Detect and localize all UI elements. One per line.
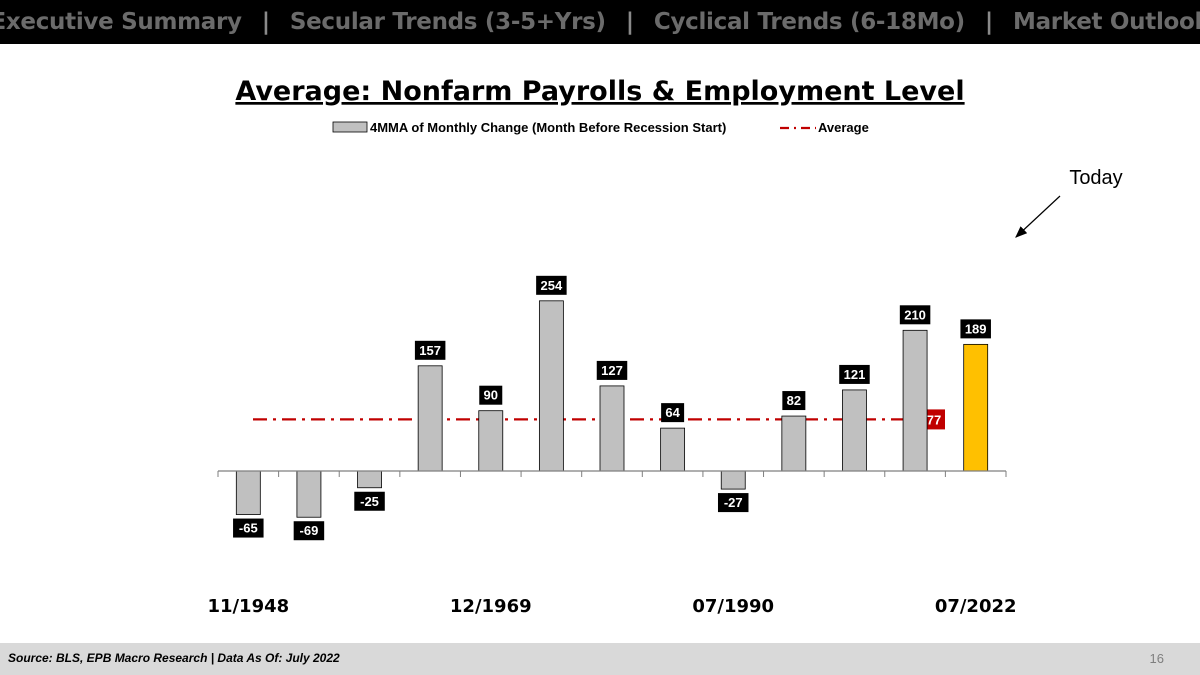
data-label: 189 xyxy=(965,321,987,336)
nav-separator: | xyxy=(625,9,634,35)
bar xyxy=(660,427,686,472)
x-tick-label: 12/1969 xyxy=(450,596,532,617)
data-label-box xyxy=(839,364,870,384)
bar-today xyxy=(963,343,989,472)
bar xyxy=(478,410,504,472)
bar xyxy=(781,415,807,472)
nav-market-outlook[interactable]: Market Outlook xyxy=(1013,9,1200,35)
data-label: 210 xyxy=(904,307,926,322)
data-label-box xyxy=(960,319,991,339)
data-label-box xyxy=(899,305,931,325)
data-label: -27 xyxy=(724,495,743,510)
nav-separator: | xyxy=(261,9,270,35)
bar xyxy=(842,389,867,472)
data-label-box xyxy=(596,360,628,380)
data-label: -65 xyxy=(239,521,258,536)
data-label-box xyxy=(536,275,567,295)
data-label-box xyxy=(354,491,385,511)
data-label-box xyxy=(717,493,749,513)
bar xyxy=(235,470,261,515)
bar xyxy=(902,329,928,472)
page-number: 16 xyxy=(1149,651,1164,666)
x-tick-label: 11/1948 xyxy=(207,596,289,617)
average-value-label: 77 xyxy=(927,412,941,427)
today-arrow xyxy=(1015,195,1061,238)
x-axis: 11/1948 12/1969 07/1990 07/2022 xyxy=(207,470,1017,617)
average-line-group: 77 xyxy=(253,409,945,430)
data-label-box xyxy=(233,518,264,538)
data-label-box xyxy=(661,403,685,423)
average-value-box xyxy=(923,409,945,430)
data-label: 90 xyxy=(484,388,498,403)
footer-bar: Source: BLS, EPB Macro Research | Data A… xyxy=(0,643,1200,675)
bar xyxy=(417,365,443,472)
bar xyxy=(296,470,322,518)
legend-label-average: Average xyxy=(818,120,869,135)
data-label: 64 xyxy=(665,405,680,420)
chart-legend: 4MMA of Monthly Change (Month Before Rec… xyxy=(332,120,869,135)
data-label: 254 xyxy=(541,278,563,293)
data-label-box xyxy=(414,340,446,360)
data-labels-group: -65 -69 -25 157 90 254 127 64 -27 82 121 210 189 xyxy=(233,275,991,541)
data-label: -25 xyxy=(360,494,379,509)
legend-bar-swatch xyxy=(332,121,368,133)
today-annotation: Today xyxy=(1015,167,1123,238)
data-label: 127 xyxy=(601,363,623,378)
nav-separator: | xyxy=(984,9,993,35)
nav-secular-trends[interactable]: Secular Trends (3-5+Yrs) xyxy=(289,9,606,35)
data-label: 82 xyxy=(787,393,801,408)
data-label-box xyxy=(293,521,325,541)
data-label: 157 xyxy=(419,343,441,358)
x-tick-label: 07/2022 xyxy=(935,596,1017,617)
today-label: Today xyxy=(1069,167,1122,189)
payrolls-bar-chart: Average: Nonfarm Payrolls & Employment L… xyxy=(207,76,1123,617)
bar xyxy=(599,385,625,472)
data-label: -69 xyxy=(300,523,319,538)
source-note: Source: BLS, EPB Macro Research | Data A… xyxy=(8,651,340,665)
chart-title: Average: Nonfarm Payrolls & Employment L… xyxy=(235,76,964,107)
bar xyxy=(538,300,564,472)
nav-executive-summary[interactable]: Executive Summary xyxy=(0,9,242,35)
data-label-box xyxy=(479,385,503,405)
nav-cyclical-trends[interactable]: Cyclical Trends (6-18Mo) xyxy=(653,9,965,35)
legend-label-bars: 4MMA of Monthly Change (Month Before Rec… xyxy=(370,120,726,135)
data-label-box xyxy=(782,391,806,411)
data-label: 121 xyxy=(844,367,866,382)
bar xyxy=(357,470,382,489)
top-navigation-bar: Executive Summary | Secular Trends (3-5+… xyxy=(0,0,1200,44)
bars-group xyxy=(235,300,989,518)
bar xyxy=(720,470,746,490)
x-tick-label: 07/1990 xyxy=(692,596,774,617)
